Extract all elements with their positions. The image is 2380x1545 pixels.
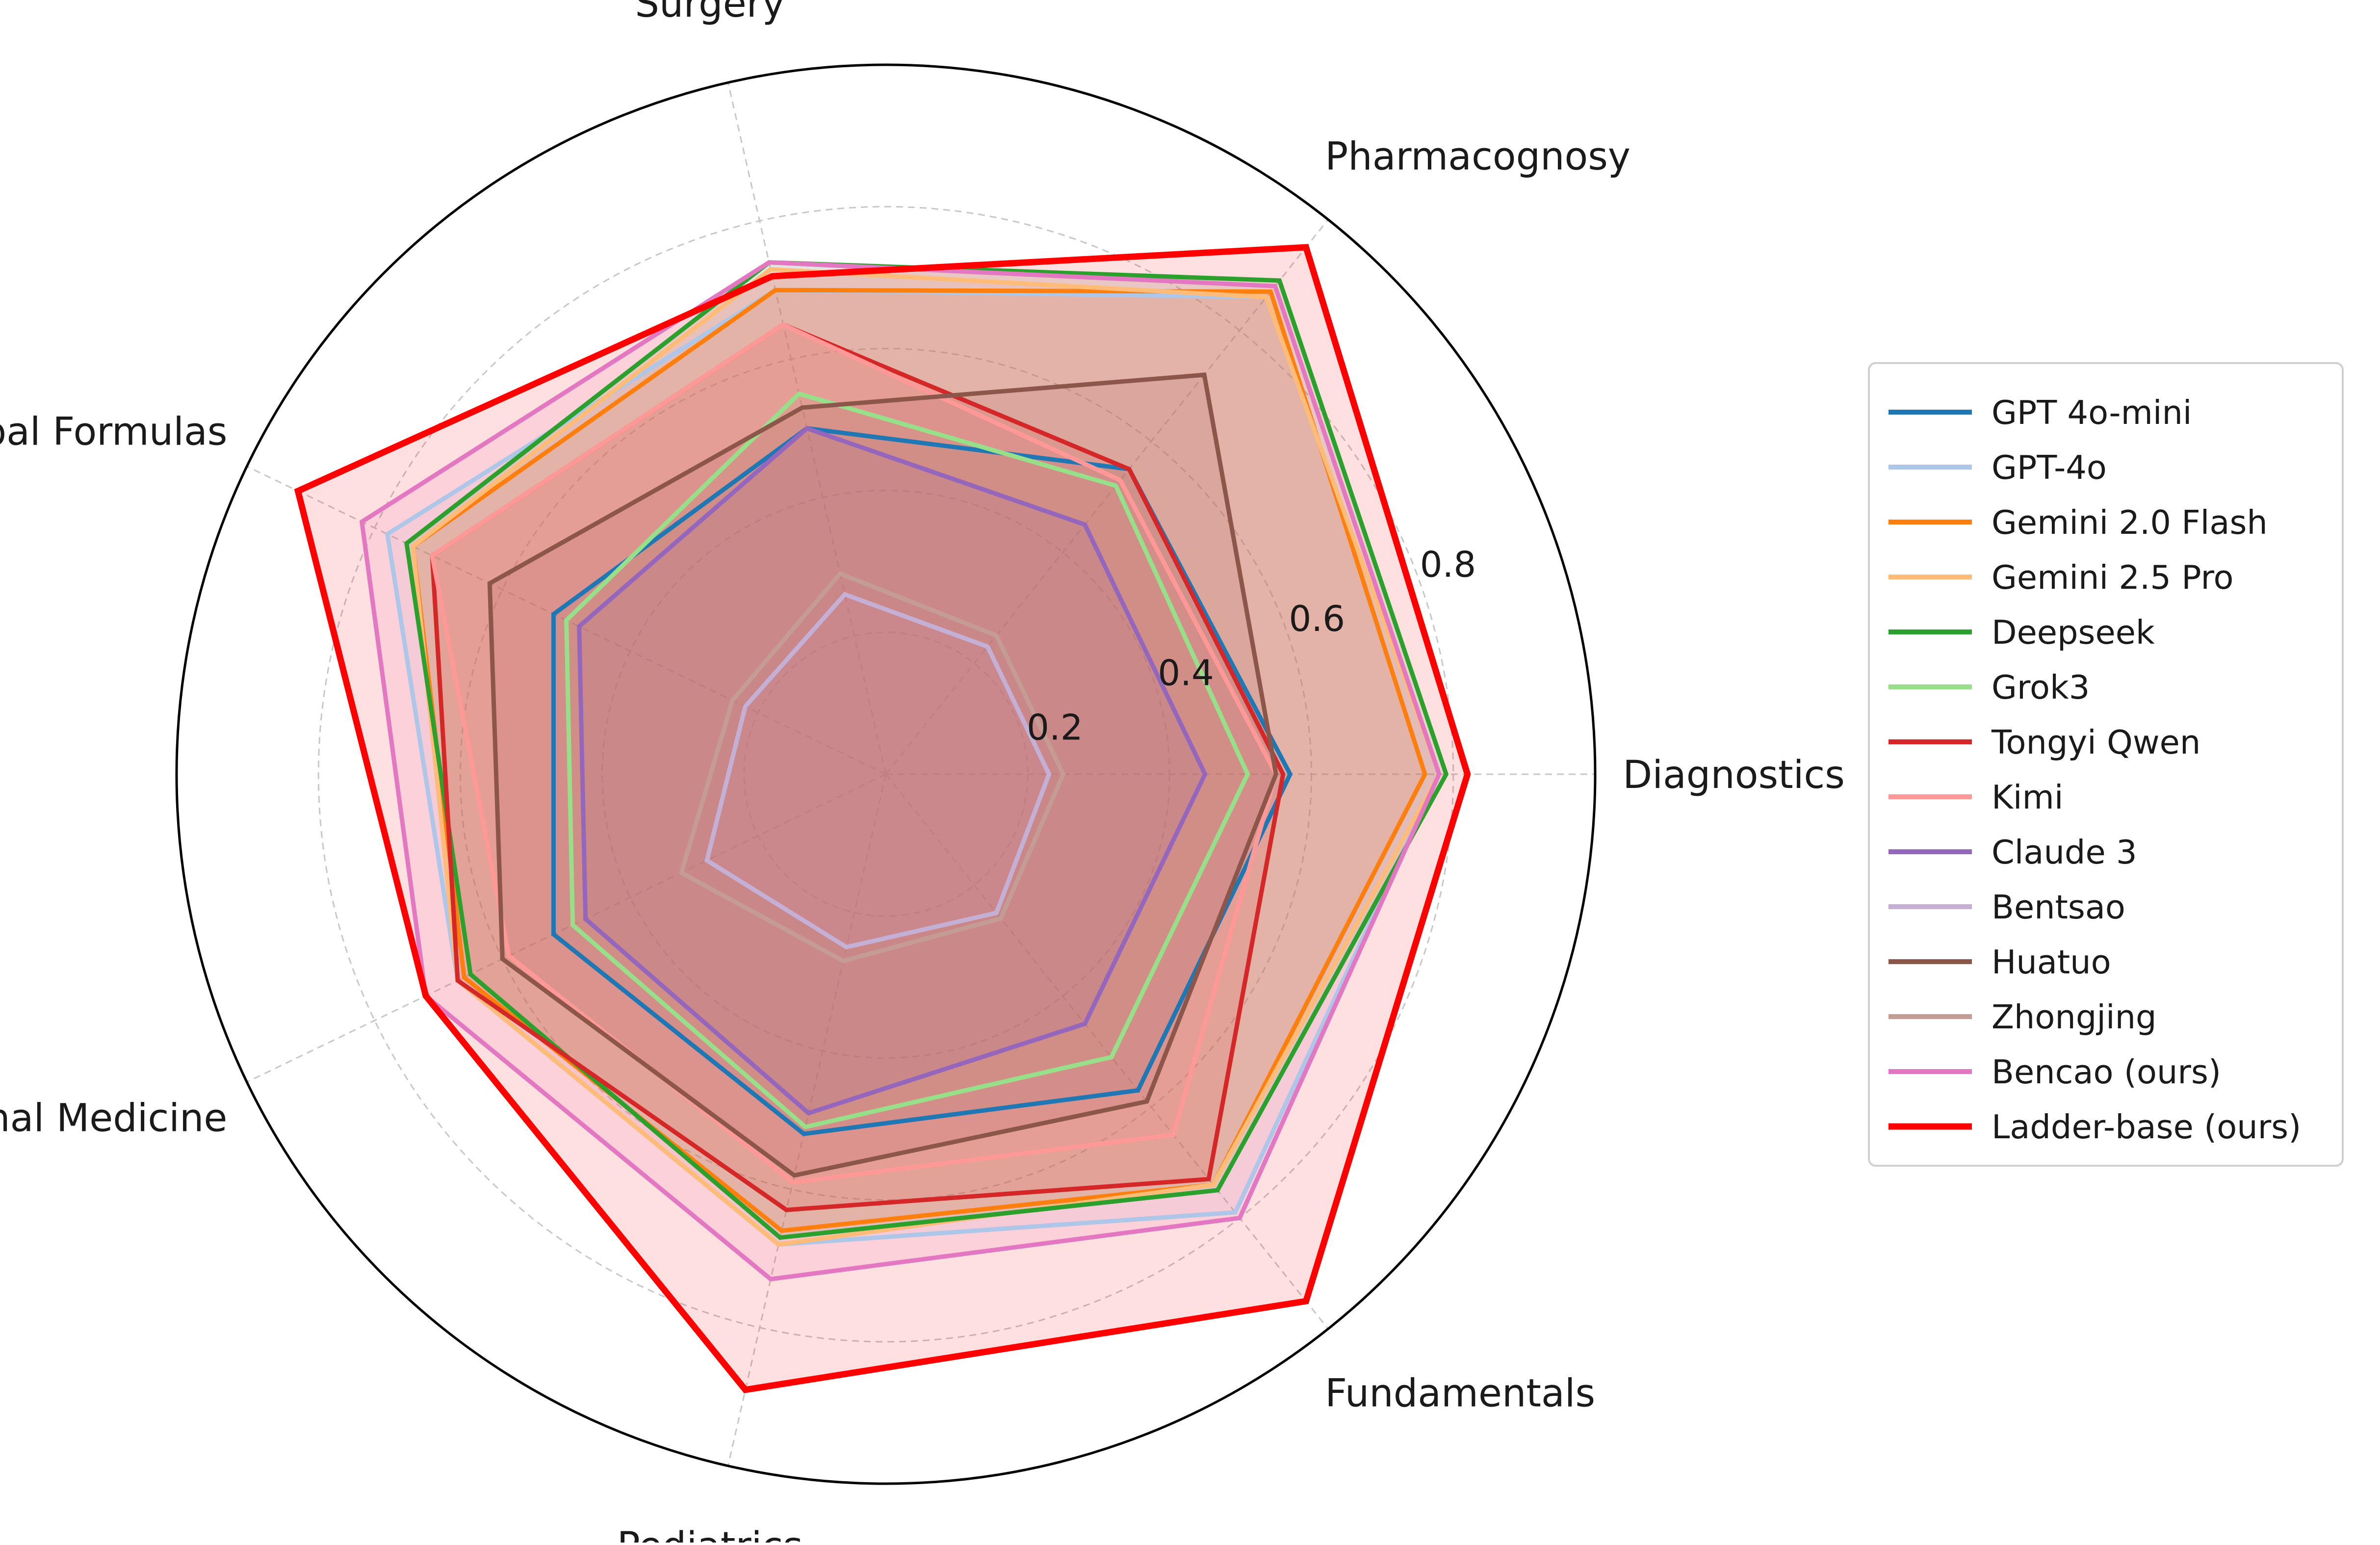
legend-label-6: Tongyi Qwen xyxy=(1991,723,2200,761)
series-line-5 xyxy=(564,391,1250,1129)
legend-label-13: Ladder-base (ours) xyxy=(1992,1108,2301,1146)
radial-tick-label: 0.8 xyxy=(1420,544,1476,585)
legend-frame xyxy=(1868,362,2344,1167)
series-line-7 xyxy=(430,322,1279,1185)
series-fill-9 xyxy=(707,594,1049,947)
grid-spoke-4 xyxy=(246,773,886,1083)
outer-frame xyxy=(175,63,1597,1485)
series-line-12 xyxy=(359,260,1442,1282)
radial-tick-label: 0.2 xyxy=(1027,707,1083,748)
axis-label-4: Internal Medicine xyxy=(0,1097,227,1141)
series-line-11 xyxy=(678,571,1066,964)
series-line-10 xyxy=(487,372,1278,1178)
axis-label-2: Surgery xyxy=(635,0,785,26)
legend-label-8: Claude 3 xyxy=(1992,833,2137,871)
legend-label-3: Gemini 2.5 Pro xyxy=(1992,558,2234,597)
series-line-6 xyxy=(430,322,1286,1212)
axis-label-3: Herbal Formulas xyxy=(0,410,227,454)
legend-label-11: Zhongjing xyxy=(1992,998,2157,1036)
legend-label-9: Bentsao xyxy=(1992,888,2125,926)
series-fill-0 xyxy=(553,428,1291,1134)
axis-label-1: Pharmacognosy xyxy=(1325,134,1630,179)
grid-spoke-1 xyxy=(885,219,1329,775)
legend-label-1: GPT-4o xyxy=(1992,448,2107,487)
series-line-3 xyxy=(411,267,1442,1247)
legend-label-10: Huatuo xyxy=(1992,943,2111,981)
axis-label-6: Fundamentals xyxy=(1325,1372,1595,1416)
series-lines xyxy=(294,244,1471,1393)
series-line-9 xyxy=(704,592,1052,950)
legend-label-0: GPT 4o-mini xyxy=(1992,393,2192,432)
legend-label-5: Grok3 xyxy=(1992,668,2090,707)
series-fill-5 xyxy=(566,393,1248,1127)
axis-label-5: Pediatrics xyxy=(617,1524,803,1543)
legend-label-7: Kimi xyxy=(1992,778,2063,816)
axis-label-0: Diagnostics xyxy=(1623,753,1845,797)
series-line-0 xyxy=(551,426,1293,1136)
series-fill-10 xyxy=(490,375,1276,1176)
legend-label-2: Gemini 2.0 Flash xyxy=(1992,503,2268,542)
grid-spoke-6 xyxy=(885,774,1329,1330)
series-fill-13 xyxy=(298,247,1468,1390)
axis-labels: 0.2 0.4 0.6 0.8 Diagnostics Pharmacognosy Surg… xyxy=(0,0,1845,1545)
series-line-13 xyxy=(294,244,1471,1393)
series-line-4 xyxy=(404,260,1449,1240)
legend-label-12: Bencao (ours) xyxy=(1992,1053,2221,1091)
series-line-1 xyxy=(385,288,1442,1247)
radial-tick-label: 0.6 xyxy=(1289,598,1345,639)
series-fill-8 xyxy=(579,428,1205,1113)
series-line-8 xyxy=(577,425,1208,1116)
legend-label-4: Deepseek xyxy=(1992,613,2155,652)
legend: GPT 4o-mini GPT-4o Gemini 2.0 Flash Gemini … xyxy=(1868,362,2344,1167)
grid-spoke-5 xyxy=(727,774,887,1466)
radial-tick-label: 0.4 xyxy=(1158,653,1214,694)
